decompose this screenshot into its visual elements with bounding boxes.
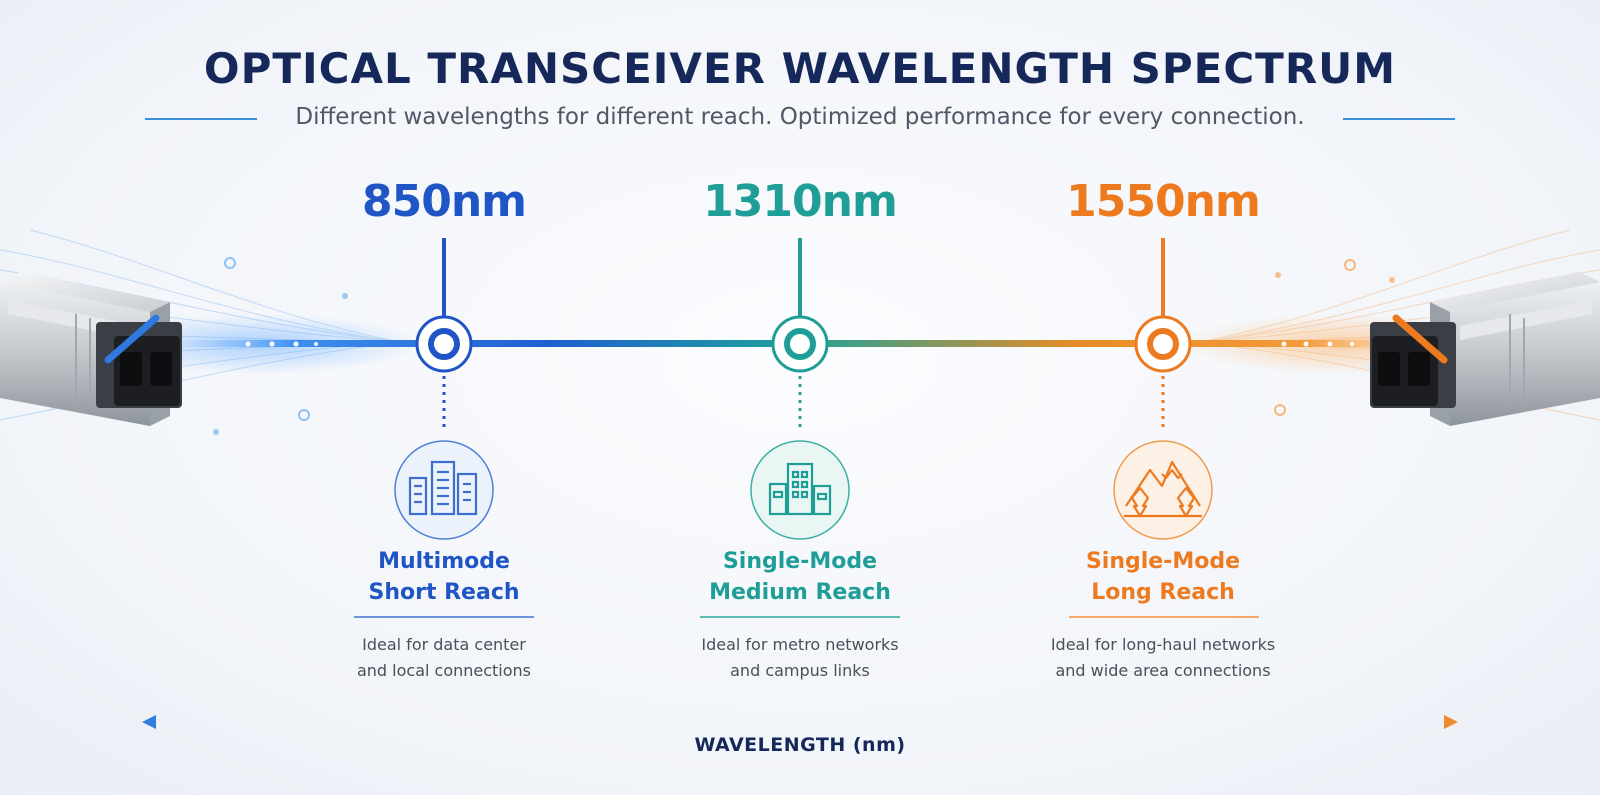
point-underline-1310nm [700,616,900,618]
axis-label: WAVELENGTH (nm) [694,734,906,756]
point-desc-line1: Ideal for long-haul networks [1050,635,1276,654]
point-description-1310nm: Ideal for metro networks and campus link… [650,632,950,684]
point-title-1310nm: Single-Mode Medium Reach [650,546,950,608]
point-title-line1: Single-Mode [722,549,878,574]
beam-light-dots [245,341,1354,347]
point-desc-line1: Ideal for metro networks [701,635,899,654]
point-title-850nm: Multimode Short Reach [294,546,594,608]
subtitle-rule-left [145,118,257,120]
sparkle-dots [213,257,1395,435]
building-icon [768,462,832,516]
mountain-icon [1124,460,1202,518]
wavelength-label-1310nm: 1310nm [703,176,898,227]
marker-1550nm [1113,238,1213,540]
point-underline-850nm [354,616,534,618]
point-desc-line2: and local connections [356,661,532,680]
page-title: OPTICAL TRANSCEIVER WAVELENGTH SPECTRUM [203,44,1397,93]
left-transceiver-module [0,272,182,426]
point-underline-1550nm [1069,616,1259,618]
point-title-line2: Medium Reach [709,580,891,605]
point-title-line2: Short Reach [368,580,520,605]
point-title-line1: Single-Mode [1085,549,1241,574]
wavelength-label-1550nm: 1550nm [1066,176,1261,227]
data-center-icon [408,460,478,516]
point-title-1550nm: Single-Mode Long Reach [1013,546,1313,608]
point-description-850nm: Ideal for data center and local connecti… [294,632,594,684]
subtitle-rule-right [1343,118,1455,120]
marker-1310nm [750,238,850,540]
point-desc-line1: Ideal for data center [362,635,526,654]
point-desc-line2: and campus links [730,661,870,680]
right-transceiver-module [1370,272,1600,426]
point-title-line1: Multimode [378,549,510,574]
point-description-1550nm: Ideal for long-haul networks and wide ar… [1013,632,1313,684]
page-subtitle: Different wavelengths for different reac… [295,104,1305,130]
wavelength-label-850nm: 850nm [361,176,527,227]
point-desc-line2: and wide area connections [1055,661,1271,680]
point-title-line2: Long Reach [1091,580,1235,605]
wavelength-axis-arrow [142,715,1458,729]
marker-850nm [394,238,494,540]
